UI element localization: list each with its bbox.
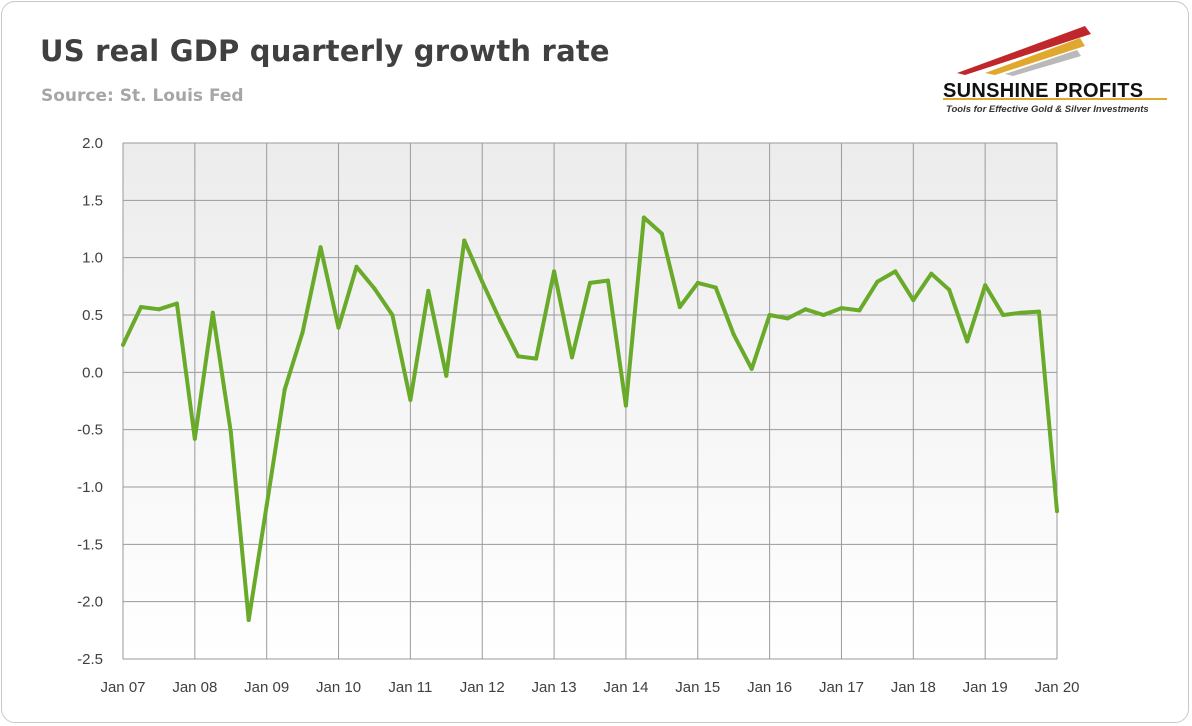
x-tick-label: Jan 17 — [819, 679, 864, 696]
y-tick-label: -2.0 — [77, 594, 103, 611]
logo-red-ray — [957, 26, 1091, 75]
data-point — [713, 285, 718, 290]
data-point — [839, 306, 844, 311]
data-point — [606, 278, 610, 283]
data-point — [498, 318, 503, 323]
y-tick-label: 0.5 — [82, 307, 103, 324]
logo-name: SUNSHINE PROFITS — [943, 80, 1144, 102]
y-tick-label: -2.5 — [77, 651, 103, 668]
y-tick-label: 0.0 — [82, 364, 103, 381]
x-tick-label: Jan 13 — [532, 679, 577, 696]
data-point — [210, 310, 215, 315]
x-tick-label: Jan 20 — [1034, 679, 1079, 696]
data-point — [623, 403, 628, 408]
data-point — [444, 373, 449, 378]
sunshine-profits-logo-icon — [943, 26, 1167, 100]
data-point — [192, 436, 197, 441]
data-point — [516, 354, 521, 359]
data-point — [426, 288, 431, 293]
y-tick-label: -1.0 — [77, 479, 103, 496]
x-tick-label: Jan 12 — [460, 679, 505, 696]
data-point — [821, 313, 826, 317]
data-point — [300, 330, 305, 335]
data-point — [480, 279, 485, 284]
data-point — [390, 313, 395, 317]
y-tick-label: 1.0 — [82, 250, 103, 267]
x-tick-label: Jan 14 — [603, 679, 648, 696]
data-point — [552, 269, 557, 274]
data-point — [318, 245, 323, 250]
data-point — [659, 231, 664, 236]
data-point — [121, 342, 125, 347]
x-tick-label: Jan 07 — [100, 679, 145, 696]
data-point — [929, 271, 934, 276]
data-point — [983, 283, 988, 288]
data-point — [139, 305, 143, 309]
logo-tagline: Tools for Effective Gold & Silver Invest… — [946, 104, 1149, 115]
data-point — [282, 387, 287, 392]
data-point — [803, 307, 808, 312]
data-point — [1001, 313, 1006, 317]
y-tick-label: 2.0 — [82, 135, 103, 152]
y-tick-label: -0.5 — [77, 422, 103, 439]
data-point — [767, 313, 772, 317]
x-tick-label: Jan 16 — [747, 679, 792, 696]
x-tick-label: Jan 09 — [244, 679, 289, 696]
chart-subtitle: Source: St. Louis Fed — [41, 86, 244, 106]
data-point — [264, 503, 269, 508]
data-point — [893, 269, 898, 274]
plot-area — [123, 143, 1057, 659]
data-point — [534, 356, 539, 361]
x-tick-label: Jan 08 — [172, 679, 217, 696]
data-point — [588, 280, 592, 285]
data-point — [156, 307, 161, 312]
data-point — [462, 238, 467, 243]
data-point — [911, 298, 916, 303]
chart-title: US real GDP quarterly growth rate — [40, 34, 610, 68]
y-tick-label: 1.5 — [82, 192, 103, 209]
x-tick-label: Jan 18 — [891, 679, 936, 696]
data-point — [1019, 310, 1024, 315]
x-tick-label: Jan 11 — [388, 679, 432, 696]
data-point — [857, 308, 862, 313]
data-point — [947, 287, 952, 292]
data-point — [641, 215, 646, 220]
data-point — [354, 264, 359, 269]
x-tick-label: Jan 19 — [963, 679, 1008, 696]
data-point — [731, 332, 736, 337]
data-point — [228, 430, 233, 434]
data-point — [965, 339, 970, 344]
data-point — [174, 301, 179, 306]
data-point — [246, 618, 251, 622]
y-tick-label: -1.5 — [77, 536, 103, 553]
data-point — [408, 397, 413, 402]
logo-gold-ray — [985, 38, 1085, 75]
data-point — [677, 305, 682, 309]
data-point — [875, 279, 880, 284]
data-point — [1037, 309, 1041, 314]
data-point — [336, 325, 341, 330]
x-tick-label: Jan 15 — [675, 679, 720, 696]
logo-grey-ray — [1005, 50, 1081, 76]
data-point — [1055, 509, 1059, 514]
data-point — [695, 280, 700, 285]
data-point — [785, 316, 790, 321]
data-point — [570, 355, 574, 360]
data-point — [749, 366, 754, 371]
x-tick-label: Jan 10 — [316, 679, 361, 696]
data-point — [372, 286, 377, 291]
